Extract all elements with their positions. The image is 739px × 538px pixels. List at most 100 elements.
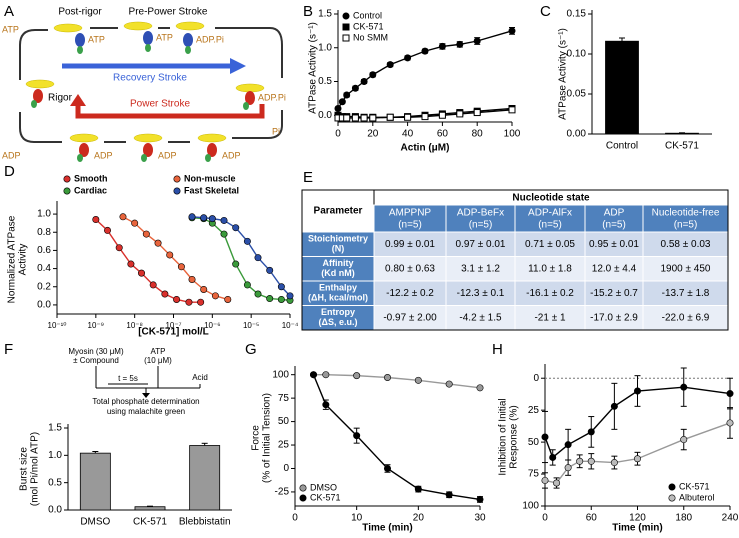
y-tick-label: 75 [528, 469, 540, 480]
table-cell-text: 0.99 ± 0.01 [385, 239, 435, 250]
legend-marker [63, 175, 71, 183]
y-tick-label: 0.00 [567, 129, 587, 140]
data-point [445, 491, 453, 499]
column-header-cell [642, 204, 729, 233]
data-point [220, 216, 228, 224]
y-tick-label: 0 [283, 463, 289, 474]
nucleotide-label: ADP [158, 150, 177, 160]
row-header: (ΔS, e.u.) [319, 317, 358, 327]
panel-label: D [4, 163, 15, 180]
x-tick-label: 10⁻¹⁰ [48, 321, 67, 330]
y-axis-label: (% of Initial Tension) [262, 393, 273, 483]
data-point [633, 387, 641, 395]
schematic-text: ± Compound [73, 356, 119, 365]
legend-marker [668, 483, 676, 491]
x-tick-label: 120 [629, 513, 646, 524]
data-point [456, 110, 464, 118]
y-axis-label: Force [251, 425, 262, 451]
nucleotide-label: ATP [156, 32, 173, 42]
data-point [188, 275, 196, 283]
legend-label: Fast Skeletal [184, 185, 239, 195]
data-point [154, 239, 162, 247]
x-tick-label: 10⁻⁷ [165, 321, 181, 330]
data-point [243, 237, 251, 245]
table-cell-text: -0.97 ± 2.00 [383, 312, 437, 323]
data-point [564, 441, 572, 449]
data-point [541, 433, 549, 441]
data-point [508, 27, 516, 35]
schematic-text: t = 5s [118, 374, 138, 383]
data-point [224, 295, 232, 303]
table-cell-text: -4.2 ± 1.5 [459, 312, 502, 323]
x-axis-label: [CK-571] mol/L [138, 327, 209, 338]
cycle-diagram: A Post-rigor Pre-Power Stroke Rigor Reco… [2, 3, 286, 162]
row-header: (N) [332, 243, 345, 253]
table-cell-text: -16.1 ± 0.2 [526, 288, 574, 299]
x-tick-label: Blebbistatin [179, 517, 231, 528]
data-point [421, 113, 429, 121]
legend-label: Smooth [74, 173, 108, 183]
series-line [337, 30, 513, 109]
data-point [232, 224, 240, 232]
column-header-n: (n=5) [538, 220, 562, 231]
data-point [633, 455, 641, 463]
data-point [360, 78, 368, 86]
legend-label: CK-571 [310, 492, 341, 502]
data-point [383, 374, 391, 382]
y-tick-label: 1.5 [318, 9, 332, 20]
data-point [587, 457, 595, 465]
data-point [200, 285, 208, 293]
column-header-n: (n=5) [674, 220, 698, 231]
row-header: (Kd nM) [321, 268, 355, 278]
table-cell-text: 0.97 ± 0.01 [456, 239, 506, 250]
data-point [508, 106, 516, 114]
panel-label: F [4, 341, 13, 358]
row-header: Stoichiometry [308, 233, 368, 243]
data-point [404, 54, 412, 62]
data-point [343, 91, 351, 99]
panel-label: E [303, 169, 313, 186]
table-cell-text: 0.80 ± 0.63 [385, 263, 435, 274]
stroke-label: Power Stroke [130, 99, 190, 110]
actin-filaments [25, 21, 265, 143]
y-tick-label: 25 [278, 440, 290, 451]
x-tick-label: 10⁻⁹ [88, 321, 105, 330]
column-header: AMPPNP [389, 208, 432, 219]
data-point [564, 464, 572, 472]
y-tick-label: 50 [528, 437, 540, 448]
nucleotide-label: Pi [272, 126, 280, 136]
y-tick-label: 0.05 [567, 89, 587, 100]
data-point [680, 383, 688, 391]
legend-label: Albuterol [679, 492, 715, 502]
power-arrow [75, 104, 265, 119]
table-cell [514, 305, 586, 331]
data-point [322, 371, 330, 379]
data-point [197, 298, 205, 306]
table-border [301, 189, 729, 331]
data-point [680, 436, 688, 444]
data-point [438, 111, 446, 119]
x-tick-label: 0 [335, 129, 341, 140]
table-cell-text: -22.0 ± 6.9 [662, 312, 710, 323]
nucleotide-label: ADP.Pi [196, 34, 224, 44]
recovery-arrowhead [230, 58, 246, 74]
table-cell-text: -15.2 ± 0.7 [590, 288, 638, 299]
legend-marker [342, 23, 350, 31]
column-header: ADP-AlFx [528, 208, 572, 219]
data-point [369, 71, 377, 79]
y-axis-label: Inhibition of Initial [498, 398, 509, 475]
x-tick-label: 10⁻⁶ [204, 321, 220, 330]
table-cell [373, 256, 447, 282]
table-cell-text: 1900 ± 450 [661, 263, 711, 274]
y-tick-label: 1.0 [37, 209, 51, 220]
x-tick-label: 0 [542, 513, 548, 524]
data-point [587, 428, 595, 436]
x-axis-label: Actin (μM) [401, 143, 450, 154]
data-point [200, 214, 208, 222]
x-tick-label: 10⁻⁸ [126, 321, 143, 330]
y-tick-label: 0.10 [567, 49, 587, 60]
schematic-text: using malachite green [107, 407, 185, 416]
legend-marker [173, 175, 181, 183]
panel-label: H [492, 341, 503, 358]
nucleotide-label: ATP [88, 34, 105, 44]
